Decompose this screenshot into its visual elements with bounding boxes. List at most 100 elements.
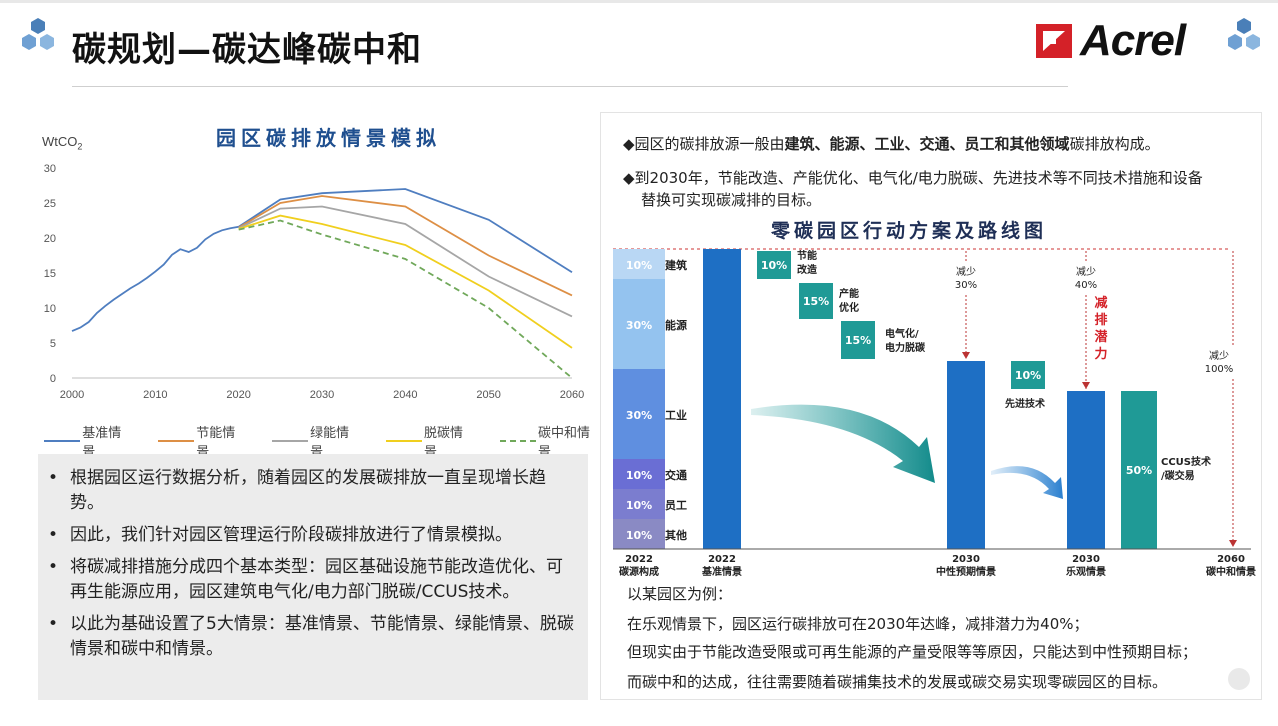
roadmap-panel: ◆园区的碳排放源一般由建筑、能源、工业、交通、员工和其他领域碳排放构成。 ◆到2… [600, 112, 1262, 700]
y-tick-label: 30 [44, 163, 56, 175]
roadmap-title: 零碳园区行动方案及路线图 [771, 220, 1048, 242]
hexagon-cluster-icon [1228, 18, 1260, 50]
series-line [238, 195, 573, 297]
top-border [0, 0, 1278, 3]
source-segment [613, 489, 665, 519]
reduction-arrow-head [962, 352, 970, 359]
target-sentence-b: 替换可实现碳减排的目标。 [641, 191, 822, 209]
analysis-bullets: 根据园区运行数据分析，随着园区的发展碳排放一直呈现增长趋势。因此，我们针对园区管… [38, 454, 588, 700]
step-box [799, 283, 833, 319]
step-pct: 15% [803, 295, 829, 308]
reduction-label: 100% [1205, 364, 1234, 375]
acrel-logo-mark-icon [1036, 24, 1072, 58]
series-line [71, 188, 573, 332]
roadmap-x-year: 2060 [1217, 554, 1245, 565]
slide-indicator-dot [1228, 668, 1250, 690]
roadmap-x-year: 2022 [708, 554, 736, 565]
step-label: CCUS技术 [1161, 455, 1211, 468]
example-line: 以某园区为例： [627, 585, 733, 603]
example-line: 而碳中和的达成，往往需要随着碳捕集技术的发展或碳交易实现零碳园区的目标。 [627, 673, 1168, 691]
bullet-item: 根据园区运行数据分析，随着园区的发展碳排放一直呈现增长趋势。 [48, 466, 574, 516]
source-segment [613, 519, 665, 549]
sources-sentence: ◆园区的碳排放源一般由建筑、能源、工业、交通、员工和其他领域碳排放构成。 [623, 133, 1160, 155]
x-tick-label: 2010 [143, 389, 167, 401]
chart-title: 园区碳排放情景模拟 [216, 126, 441, 150]
example-line: 在乐观情景下，园区运行碳排放可在2030年达峰，减排潜力为40%； [627, 615, 1089, 633]
x-tick-label: 2050 [476, 389, 500, 401]
roadmap-x-year: 2022 [625, 554, 653, 565]
series-line [238, 205, 573, 318]
neutral-2030-bar [947, 361, 985, 549]
step-label: 改造 [797, 263, 818, 276]
source-pct: 10% [626, 469, 652, 482]
step-box [1121, 391, 1157, 549]
legend-swatch [157, 440, 195, 442]
reduction-arrow-head [1082, 382, 1090, 389]
bullet-item: 以此为基础设置了5大情景：基准情景、节能情景、绿能情景、脱碳情景和碳中和情景。 [48, 612, 574, 662]
source-label: 交通 [665, 468, 687, 482]
step-label: 电气化/ [885, 327, 919, 340]
y-tick-label: 0 [50, 373, 56, 385]
baseline-bar [703, 249, 741, 549]
source-pct: 10% [626, 529, 652, 542]
reduction-label-bg [1202, 347, 1236, 377]
source-pct: 10% [626, 259, 652, 272]
step-label: 节能 [797, 249, 817, 262]
source-segment [613, 459, 665, 489]
source-label: 建筑 [665, 258, 687, 272]
step-pct: 10% [761, 259, 787, 272]
step-label: 优化 [839, 301, 859, 314]
source-segment [613, 369, 665, 459]
source-pct: 30% [626, 409, 652, 422]
logo-text: Acrel [1080, 16, 1186, 65]
series-line [238, 219, 573, 379]
potential-char: 力 [1094, 346, 1107, 362]
trend-arrow-small [991, 466, 1063, 499]
reduction-label: 减少 [1076, 266, 1096, 278]
source-label: 能源 [665, 318, 687, 332]
x-tick-label: 2030 [310, 389, 334, 401]
step-pct: 10% [1015, 369, 1041, 382]
roadmap-x-name: 碳中和情景 [1206, 565, 1256, 578]
y-tick-label: 20 [44, 233, 56, 245]
bullet-item: 将碳减排措施分成四个基本类型：园区基础设施节能改造优化、可再生能源应用，园区建筑… [48, 555, 574, 605]
roadmap-x-year: 2030 [1072, 554, 1100, 565]
potential-char: 减 [1094, 295, 1107, 311]
step-box [757, 251, 791, 279]
x-tick-label: 2000 [60, 389, 84, 401]
source-label: 工业 [665, 408, 687, 422]
slide-title: 碳规划—碳达峰碳中和 [72, 30, 422, 70]
series-line [238, 214, 573, 349]
x-tick-label: 2020 [226, 389, 250, 401]
title-divider [72, 86, 1068, 87]
reduction-label: 减少 [956, 266, 976, 278]
example-line: 但现实由于节能改造受限或可再生能源的产量受限等等原因，只能达到中性预期目标； [627, 643, 1198, 661]
roadmap-x-name: 中性预期情景 [936, 565, 996, 578]
source-pct: 30% [626, 319, 652, 332]
y-axis-unit: WtCO2 [42, 134, 82, 152]
potential-char: 潜 [1094, 329, 1108, 345]
roadmap-diagram: 10% 建筑 30% 能源 30% 工业 10% 交通 10% 员工 10% 其他 10% 节能改造 15%… [613, 248, 1256, 578]
emission-scenario-chart: 园区碳排放情景模拟 WtCO2 0 5 10 15 20 25 30 2000 2010 2020… [30, 112, 600, 460]
source-label: 员工 [665, 499, 687, 512]
x-tick-label: 2060 [560, 389, 584, 401]
step-label: /碳交易 [1161, 469, 1195, 482]
legend-swatch [271, 440, 309, 442]
sources-prefix: ◆园区的碳排放源一般由 [623, 135, 785, 153]
x-tick-label: 2040 [393, 389, 417, 401]
roadmap-x-name: 碳源构成 [619, 565, 659, 578]
y-tick-label: 10 [44, 303, 56, 315]
y-axis-unit-subscript: 2 [77, 141, 83, 152]
legend-swatch [44, 440, 81, 442]
reduction-label: 30% [955, 280, 977, 291]
step-label: 先进技术 [1005, 397, 1045, 410]
step-box [1011, 361, 1045, 389]
acrel-logo: Acrel [1034, 16, 1186, 65]
optimistic-2030-bar [1067, 391, 1105, 549]
source-segment [613, 279, 665, 369]
step-pct: 50% [1126, 464, 1152, 477]
legend-swatch [385, 440, 423, 442]
sources-bold: 建筑、能源、工业、交通、员工和其他领域 [784, 135, 1070, 153]
y-tick-label: 25 [44, 198, 56, 210]
potential-char: 排 [1094, 312, 1107, 328]
